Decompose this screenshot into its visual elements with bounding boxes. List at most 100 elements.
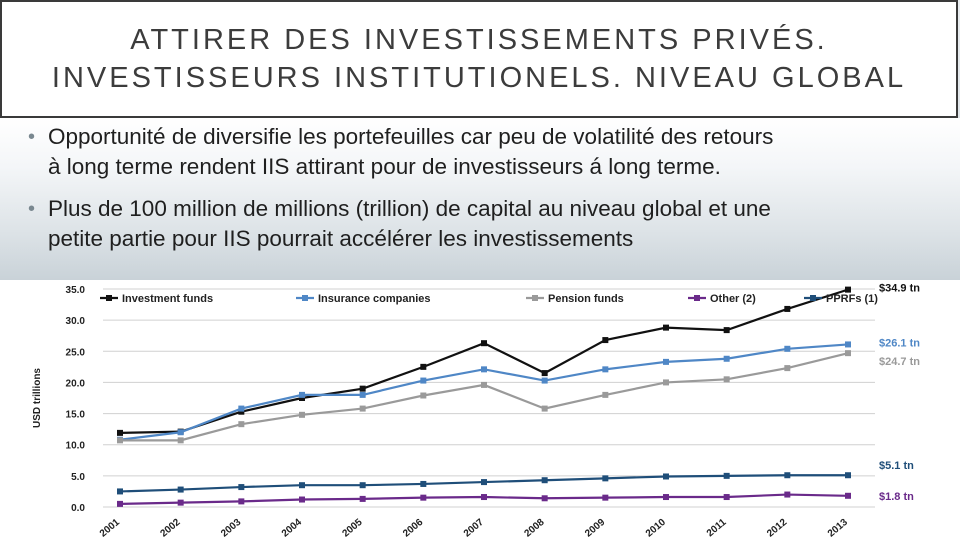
end-value-label: $1.8 tn xyxy=(879,491,914,503)
legend-marker xyxy=(694,295,700,301)
data-point xyxy=(845,472,851,479)
legend-marker xyxy=(532,295,538,301)
bullet-1-line-2: à long terme rendent IIS attirant pour d… xyxy=(48,154,721,179)
data-point xyxy=(238,421,245,428)
bullet-1-line-1: Opportunité de diversifie les portefeuil… xyxy=(48,124,774,149)
data-point xyxy=(541,477,548,484)
x-tick-label: 2011 xyxy=(705,517,729,540)
data-point xyxy=(481,479,487,486)
y-tick-label: 35.0 xyxy=(66,285,86,296)
data-point xyxy=(723,355,730,362)
data-point xyxy=(602,337,609,344)
y-axis-label: USD trillions xyxy=(32,368,43,428)
data-point xyxy=(359,495,366,502)
legend-marker xyxy=(106,295,112,301)
series-line xyxy=(119,343,849,441)
data-point xyxy=(238,498,245,505)
data-point xyxy=(359,385,366,392)
data-point xyxy=(299,482,305,489)
y-tick-label: 5.0 xyxy=(71,472,85,483)
x-tick-label: 2005 xyxy=(340,517,364,540)
data-point xyxy=(299,496,305,503)
data-point xyxy=(663,473,669,480)
data-point xyxy=(117,488,123,495)
y-tick-label: 10.0 xyxy=(66,441,86,452)
data-point xyxy=(602,366,609,373)
x-tick-label: 2006 xyxy=(401,517,425,540)
data-point xyxy=(784,345,791,352)
chart-container: 0.0 5.0 10.0 15.0 20.0 25.0 30.0 35.0 USD trilli… xyxy=(0,280,960,540)
legend-label: Other (2) xyxy=(710,293,756,305)
bullet-2-line-2: petite partie pour IIS pourrait accélére… xyxy=(48,226,634,251)
data-point xyxy=(845,341,851,348)
slide-title: ATTIRER DES INVESTISSEMENTS PRIVÉS. INVE… xyxy=(0,0,958,118)
data-point xyxy=(481,340,487,347)
data-point xyxy=(359,482,366,489)
data-point xyxy=(238,484,245,491)
bullet-list: • Opportunité de diversifie les portefeu… xyxy=(0,118,960,280)
x-tick-label: 2002 xyxy=(158,517,182,540)
data-point xyxy=(238,405,245,412)
data-point xyxy=(663,324,669,331)
data-point xyxy=(481,366,487,373)
end-value-label: $26.1 tn xyxy=(879,337,920,349)
y-tick-label: 30.0 xyxy=(66,316,86,327)
data-point xyxy=(420,377,427,384)
data-point xyxy=(481,381,487,388)
data-point xyxy=(177,499,184,506)
data-point xyxy=(723,376,730,383)
data-point xyxy=(602,475,609,482)
x-tick-label: 2001 xyxy=(98,517,122,540)
data-point xyxy=(845,286,851,293)
y-tick-label: 20.0 xyxy=(66,378,86,389)
data-point xyxy=(845,492,851,499)
data-point xyxy=(663,494,669,501)
bullet-icon: • xyxy=(28,126,36,148)
data-point xyxy=(663,358,669,365)
series-line xyxy=(120,352,849,442)
data-point xyxy=(723,494,730,501)
end-value-label: $5.1 tn xyxy=(879,460,914,472)
legend-marker xyxy=(302,295,308,301)
data-point xyxy=(784,472,791,479)
data-point xyxy=(238,408,245,415)
data-point xyxy=(177,486,184,493)
legend-label: Insurance companies xyxy=(318,293,431,305)
x-tick-label: 2003 xyxy=(219,517,243,540)
bullet-item-1: • Opportunité de diversifie les portefeu… xyxy=(28,122,950,182)
bullet-2-line-1: Plus de 100 million de millions (trillio… xyxy=(48,196,771,221)
x-tick-label: 2008 xyxy=(522,517,546,540)
data-point xyxy=(602,494,609,501)
y-tick-label: 15.0 xyxy=(66,410,86,421)
legend-label: Investment funds xyxy=(122,293,213,305)
data-point xyxy=(602,391,609,398)
data-point xyxy=(541,495,548,502)
data-point xyxy=(420,480,427,487)
x-tick-label: 2010 xyxy=(644,517,668,540)
line-chart: 0.0 5.0 10.0 15.0 20.0 25.0 30.0 35.0 USD trilli… xyxy=(32,283,920,540)
data-point xyxy=(845,350,851,357)
y-tick-label: 0.0 xyxy=(71,503,85,514)
x-tick-label: 2007 xyxy=(462,517,486,540)
end-value-label: $34.9 tn xyxy=(879,283,920,295)
data-point xyxy=(359,391,366,398)
data-point xyxy=(177,437,184,444)
end-value-label: $24.7 tn xyxy=(879,356,920,368)
slide-title-line-2: INVESTISSEURS INSTITUTIONELS. NIVEAU GLO… xyxy=(51,62,907,94)
x-tick-label: 2009 xyxy=(583,517,607,540)
data-point xyxy=(420,363,427,370)
x-tick-label: 2013 xyxy=(826,517,850,540)
data-point xyxy=(177,429,184,436)
data-point xyxy=(663,379,669,386)
data-point xyxy=(784,365,791,372)
slide-title-line-1: ATTIRER DES INVESTISSEMENTS PRIVÉS. xyxy=(130,24,828,56)
data-point xyxy=(117,500,123,507)
data-point xyxy=(541,405,548,412)
data-point xyxy=(420,494,427,501)
data-point xyxy=(117,437,123,444)
data-point xyxy=(723,327,730,334)
data-point xyxy=(420,392,427,399)
data-point xyxy=(117,429,123,436)
data-point xyxy=(784,491,791,498)
data-point xyxy=(784,305,791,312)
